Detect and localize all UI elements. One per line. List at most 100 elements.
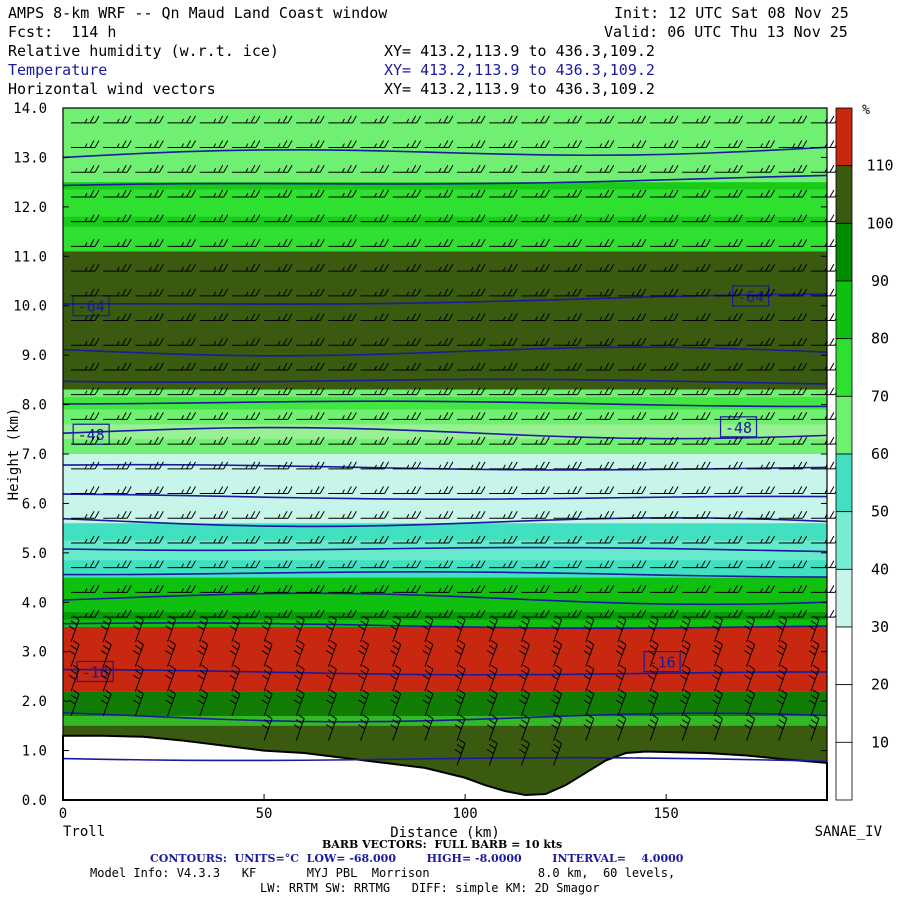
wind-barb — [457, 338, 486, 346]
wind-barb — [714, 585, 743, 593]
wind-barb — [553, 560, 583, 569]
temperature-contour-line — [62, 400, 828, 408]
wind-barb — [328, 214, 357, 223]
wind-barb — [264, 387, 293, 396]
wind-barb — [778, 263, 808, 272]
wind-barb — [392, 338, 422, 346]
colorbar-tick-label: 20 — [871, 676, 889, 694]
wind-barb — [71, 338, 100, 346]
wind-barb — [489, 387, 518, 396]
wind-barb — [489, 461, 518, 470]
wind-barb — [264, 436, 293, 445]
wind-barb — [650, 436, 679, 445]
wind-barb — [746, 313, 776, 322]
wind-barb — [424, 140, 454, 149]
wind-barb — [424, 288, 454, 297]
wind-barb — [103, 189, 132, 198]
wind-barb — [100, 664, 112, 692]
wind-barb — [615, 615, 627, 642]
left-end-label: Troll — [63, 824, 105, 840]
wind-barb — [457, 140, 486, 149]
wind-barb — [682, 239, 711, 247]
wind-barb — [360, 189, 389, 198]
wind-barb — [135, 412, 164, 420]
wind-barb — [521, 214, 550, 223]
wind-barb — [457, 535, 486, 544]
wind-barb — [199, 263, 229, 272]
wind-barb — [714, 535, 743, 544]
wind-barb — [360, 313, 389, 322]
wind-barb — [71, 585, 100, 593]
wind-barb — [489, 165, 518, 173]
y-tick-label: 6.0 — [22, 496, 47, 512]
wind-barb — [326, 689, 337, 717]
wind-barb — [650, 313, 679, 322]
wind-barb — [103, 313, 132, 322]
wind-barb — [746, 461, 776, 470]
wind-barb — [231, 288, 261, 297]
wind-barb — [167, 511, 196, 519]
model-info-2: LW: RRTM SW: RRTMG DIFF: simple KM: 2D S… — [260, 881, 600, 895]
wind-barb — [778, 486, 808, 495]
wind-barb — [778, 313, 808, 322]
colorbar: 110 100 90 80 70 60 50 40 30 20 10% — [835, 103, 894, 801]
wind-barb — [390, 615, 402, 642]
wind-barb — [71, 387, 100, 396]
wind-barb — [264, 338, 293, 346]
wind-barb — [71, 214, 100, 223]
colorbar-tick-label: 90 — [871, 272, 889, 290]
wind-barb — [392, 362, 422, 371]
wind-barb — [165, 640, 177, 667]
wind-barb — [392, 436, 422, 445]
wind-barb — [746, 412, 776, 420]
wind-barb — [296, 165, 325, 173]
wind-barb — [358, 664, 370, 692]
wind-barb — [682, 461, 711, 470]
wind-barb — [326, 714, 337, 741]
wind-barb — [746, 115, 776, 124]
wind-barb — [231, 263, 261, 272]
wind-barb — [229, 664, 241, 692]
temperature-contour-line — [62, 711, 828, 723]
wind-barb — [103, 214, 132, 223]
wind-barb — [746, 214, 776, 223]
colorbar-unit: % — [862, 103, 870, 118]
wind-barb — [360, 609, 389, 618]
wind-barb — [521, 263, 550, 272]
wind-barb — [521, 362, 550, 371]
wind-barb — [71, 165, 100, 173]
wind-barb — [457, 239, 486, 247]
wind-barb — [167, 115, 196, 124]
wind-barb — [746, 535, 776, 544]
wind-barb — [551, 664, 563, 692]
wind-barb — [585, 486, 615, 495]
wind-barb — [489, 436, 518, 445]
wind-barb — [103, 288, 132, 297]
wind-barb — [457, 115, 486, 124]
wind-barb — [231, 535, 261, 544]
wind-barb — [585, 362, 615, 371]
wind-barb — [167, 535, 196, 544]
wind-barb — [521, 189, 550, 198]
colorbar-tick-label: 30 — [871, 618, 889, 636]
wind-barb — [197, 689, 209, 717]
wind-barb — [714, 511, 743, 519]
wind-barb — [360, 585, 389, 593]
wind-barb — [326, 664, 337, 692]
wind-barb — [199, 239, 229, 247]
wind-barb — [135, 263, 164, 272]
wind-barb — [199, 115, 229, 124]
wind-barb — [650, 560, 679, 569]
wind-barb — [328, 288, 357, 297]
wind-barb — [489, 486, 518, 495]
wind-barb — [135, 511, 164, 519]
wind-barb — [746, 585, 776, 593]
rh-band — [63, 397, 827, 410]
wind-barb — [199, 387, 229, 396]
contour-label: -48 — [725, 419, 752, 437]
wind-barb — [746, 239, 776, 247]
wind-barb — [165, 689, 177, 717]
wind-barb — [521, 436, 550, 445]
wind-barb — [424, 263, 454, 272]
